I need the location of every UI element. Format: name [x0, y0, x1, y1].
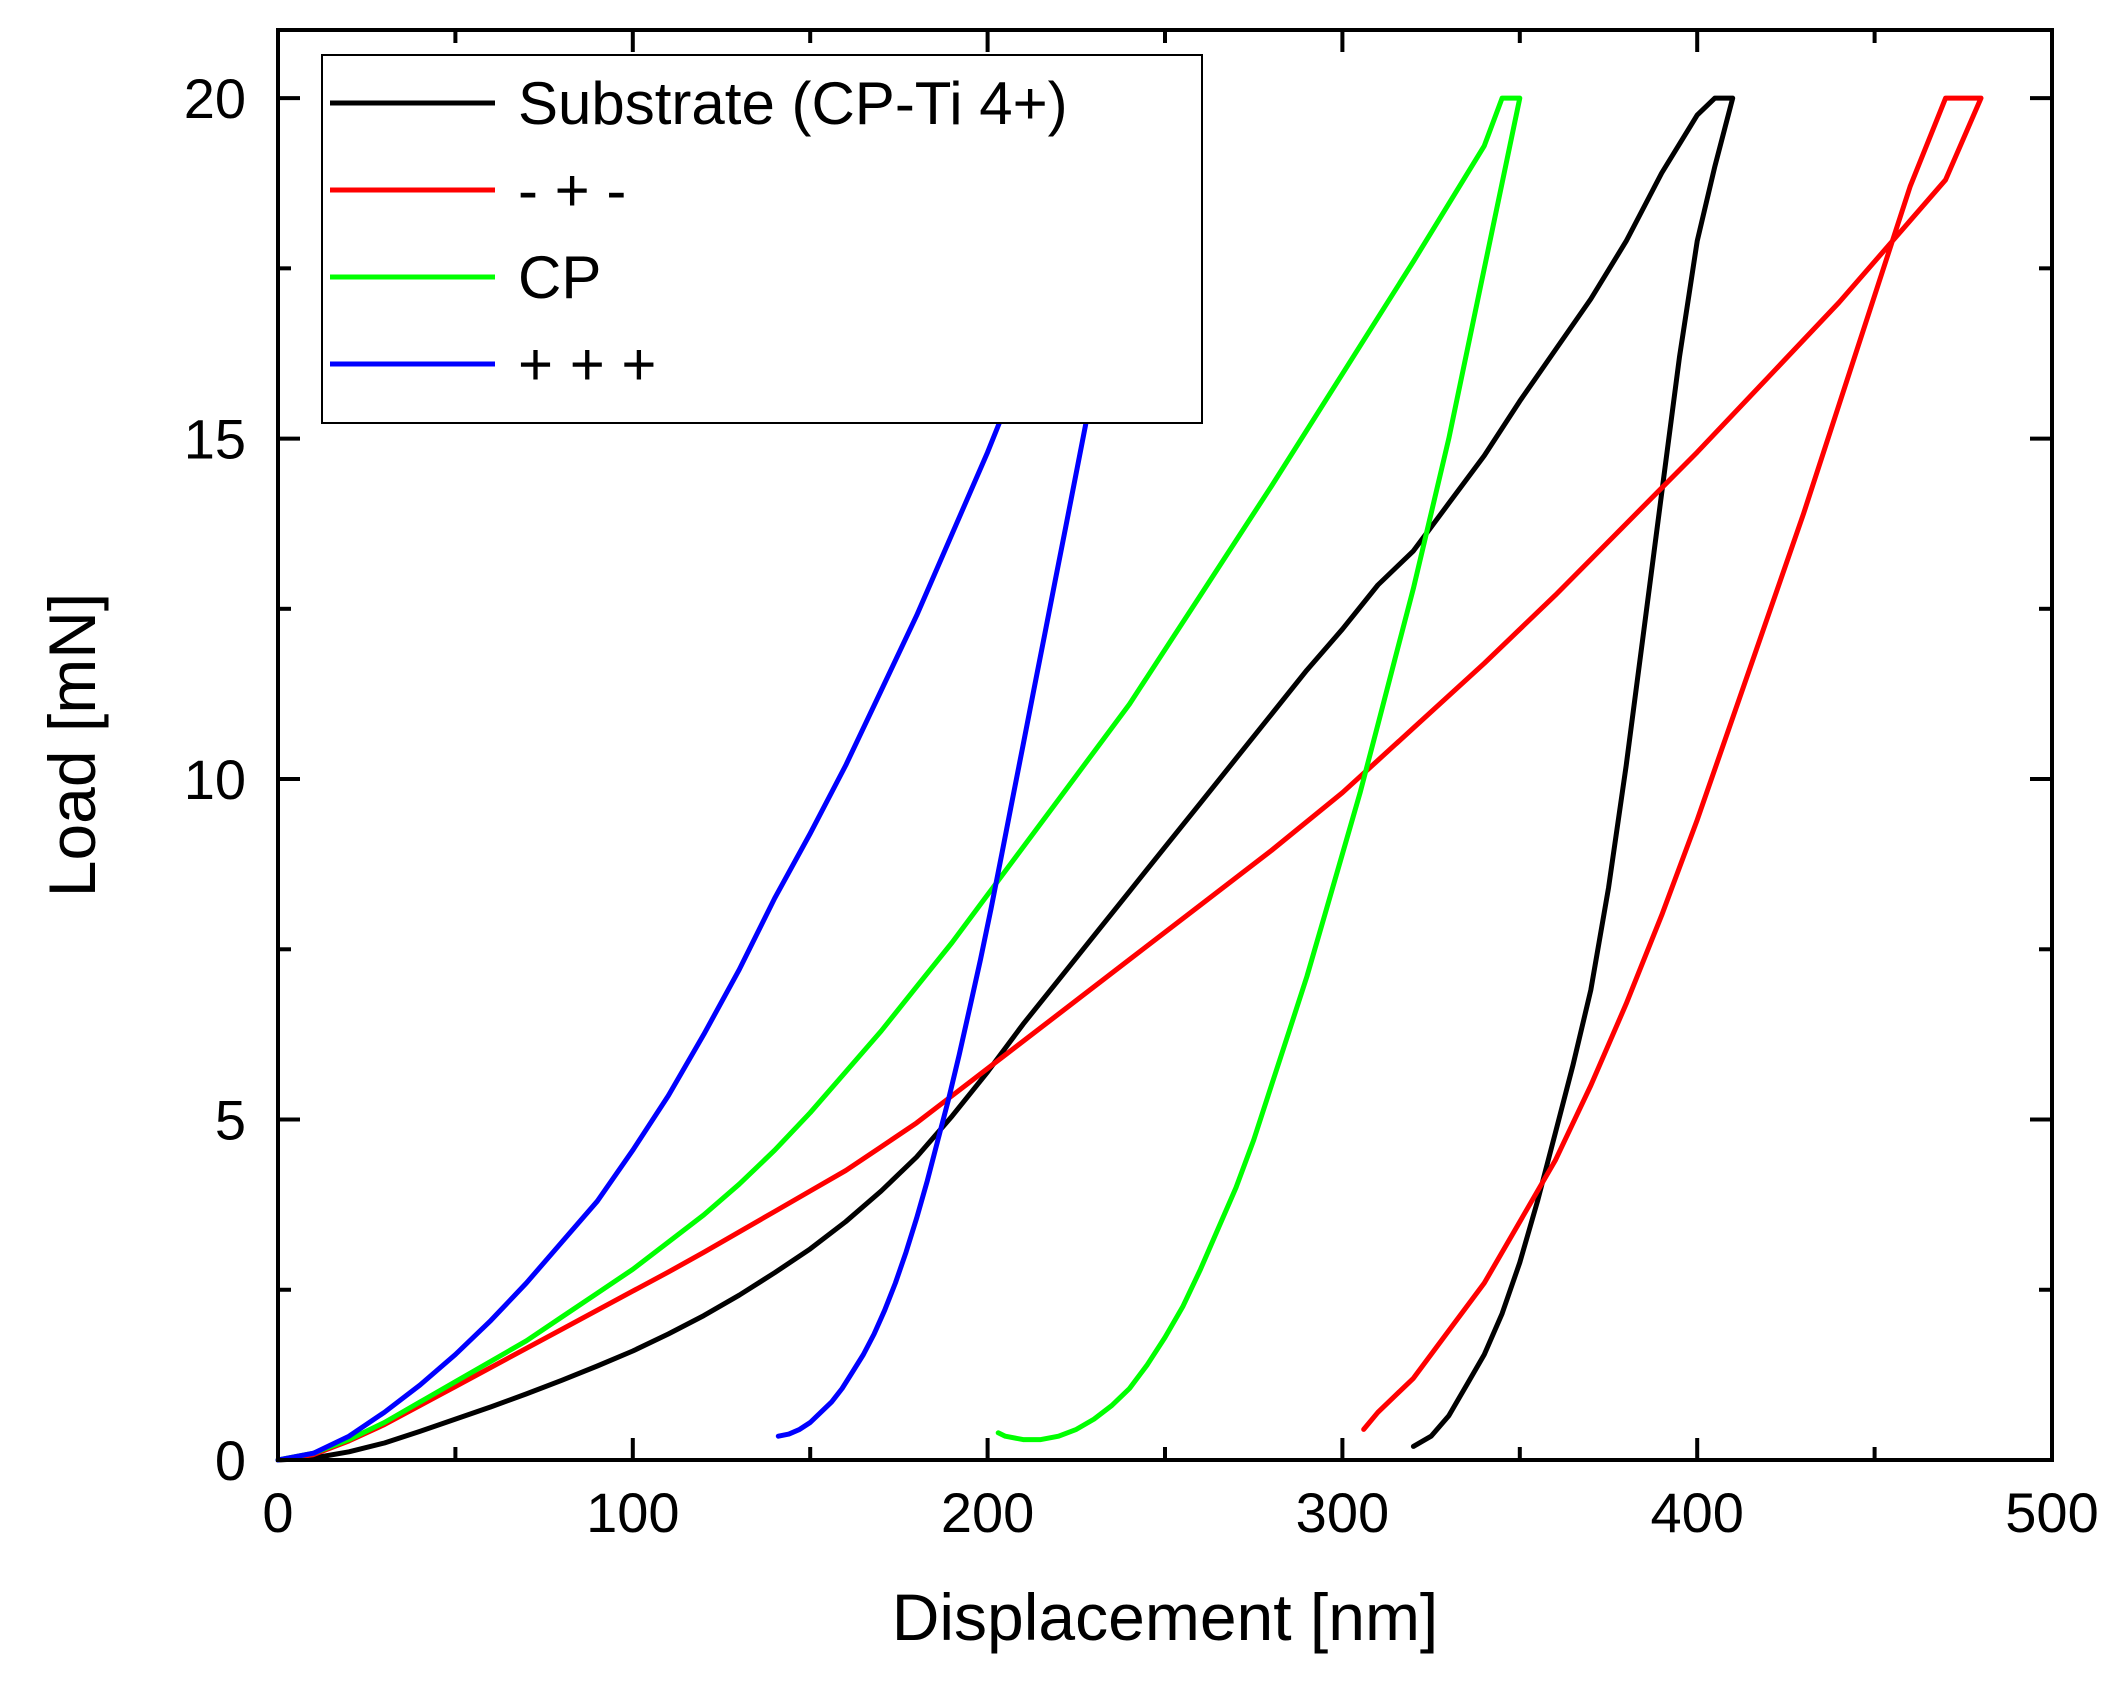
- x-tick-label: 200: [941, 1481, 1034, 1544]
- x-tick-label: 100: [586, 1481, 679, 1544]
- legend-label: Substrate (CP-Ti 4+): [518, 70, 1068, 137]
- y-axis-label: Load [mN]: [35, 593, 109, 897]
- series-line-3: [275, 95, 1523, 1463]
- y-tick-label: 5: [215, 1089, 246, 1152]
- y-tick-label: 10: [184, 748, 246, 811]
- y-tick-label: 15: [184, 408, 246, 471]
- legend-label: + + +: [518, 331, 656, 398]
- y-tick-label: 0: [215, 1429, 246, 1492]
- x-axis-label: Displacement [nm]: [892, 1580, 1439, 1654]
- legend-items: Substrate (CP-Ti 4+) - + - CP + + +: [330, 70, 1068, 398]
- series-line-2: [275, 95, 1984, 1463]
- plot-frame: [276, 28, 2054, 1462]
- x-tick-labels: 0 100 200 300 400 500: [262, 1481, 2098, 1544]
- legend-label: CP: [518, 244, 601, 311]
- legend: Substrate (CP-Ti 4+) - + - CP + + +: [321, 54, 1203, 424]
- y-tick-label: 20: [184, 67, 246, 130]
- x-tick-label: 0: [262, 1481, 293, 1544]
- legend-label: - + -: [518, 157, 626, 224]
- x-tick-label: 300: [1296, 1481, 1389, 1544]
- x-tick-label: 500: [2005, 1481, 2098, 1544]
- y-tick-labels: 0 5 10 15 20: [184, 67, 246, 1492]
- series-line-1: [275, 95, 1736, 1463]
- x-tick-label: 400: [1650, 1481, 1743, 1544]
